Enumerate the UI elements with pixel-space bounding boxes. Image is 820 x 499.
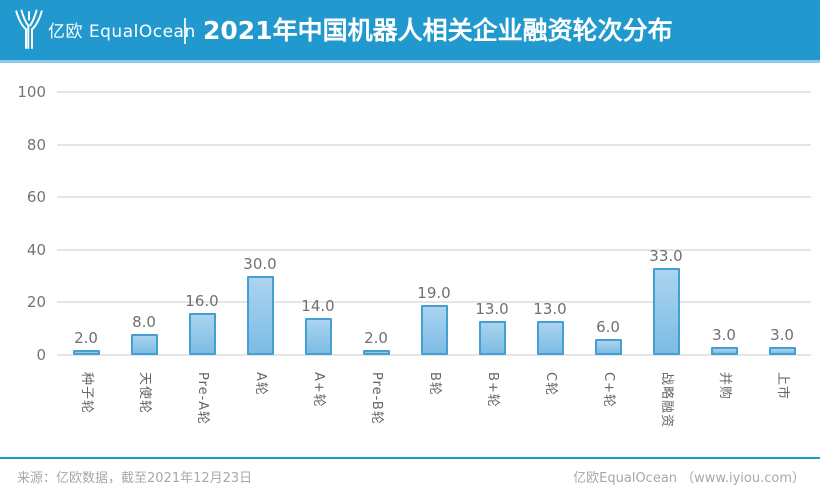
site-text: 亿欧EqualOcean （www.iyiou.com） xyxy=(573,471,805,486)
y-axis-label: 20 xyxy=(26,293,46,312)
bar-Pre-B轮 xyxy=(362,350,390,355)
y-axis-label: 40 xyxy=(26,240,46,259)
bar-并购 xyxy=(710,347,738,355)
bar-种子轮 xyxy=(72,350,100,355)
bar-value-label: 19.0 xyxy=(417,284,451,302)
gridline-y60 xyxy=(57,196,811,199)
bar-C轮 xyxy=(536,321,564,355)
bar-value-label: 30.0 xyxy=(243,255,277,273)
gridline-y100 xyxy=(57,91,811,93)
bar-A+轮 xyxy=(304,318,332,355)
bar-上市 xyxy=(768,347,796,355)
source-text: 来源：亿欧数据，截至2021年12月23日 xyxy=(17,471,253,486)
footer-divider-line xyxy=(0,457,820,459)
bar-value-label: 6.0 xyxy=(596,318,620,336)
bar-C+轮 xyxy=(594,339,622,355)
y-axis-label: 80 xyxy=(26,135,46,154)
bar-Pre-A轮 xyxy=(188,313,216,355)
header-bar: 亿欧 EqualOcean 2021年中国机器人相关企业融资轮次分布 xyxy=(0,0,820,63)
bar-B轮 xyxy=(420,305,448,355)
y-axis-label: 0 xyxy=(36,346,46,364)
page-title: 2021年中国机器人相关企业融资轮次分布 xyxy=(203,16,673,45)
bar-战略融资 xyxy=(652,268,680,355)
y-axis-label: 60 xyxy=(26,188,46,207)
bar-value-label: 14.0 xyxy=(301,297,335,315)
bar-B+轮 xyxy=(478,321,506,355)
header-divider xyxy=(184,18,186,44)
gridline-y40 xyxy=(57,248,811,251)
bar-value-label: 13.0 xyxy=(475,300,509,318)
bar-value-label: 2.0 xyxy=(364,329,388,347)
bar-天使轮 xyxy=(130,334,158,355)
equalocean-logo-icon xyxy=(15,9,43,49)
gridline-y80 xyxy=(57,143,811,146)
bar-A轮 xyxy=(246,276,274,355)
y-axis-label: 100 xyxy=(17,83,46,101)
gridline-y20 xyxy=(57,301,811,304)
bar-value-label: 16.0 xyxy=(185,292,219,310)
bar-chart: 0 20 40 60 80 100 2.0 种子轮 8.0 天使轮 16.0 Pre-A轮 30.0 A轮… xyxy=(0,63,820,457)
bar-value-label: 33.0 xyxy=(649,247,683,265)
gridline-y0 xyxy=(57,354,811,356)
bar-value-label: 3.0 xyxy=(712,326,736,344)
bar-value-label: 13.0 xyxy=(533,300,567,318)
bar-value-label: 8.0 xyxy=(132,313,156,331)
bar-value-label: 3.0 xyxy=(770,326,794,344)
bar-value-label: 2.0 xyxy=(74,329,98,347)
brand-text: 亿欧 EqualOcean xyxy=(48,22,196,42)
